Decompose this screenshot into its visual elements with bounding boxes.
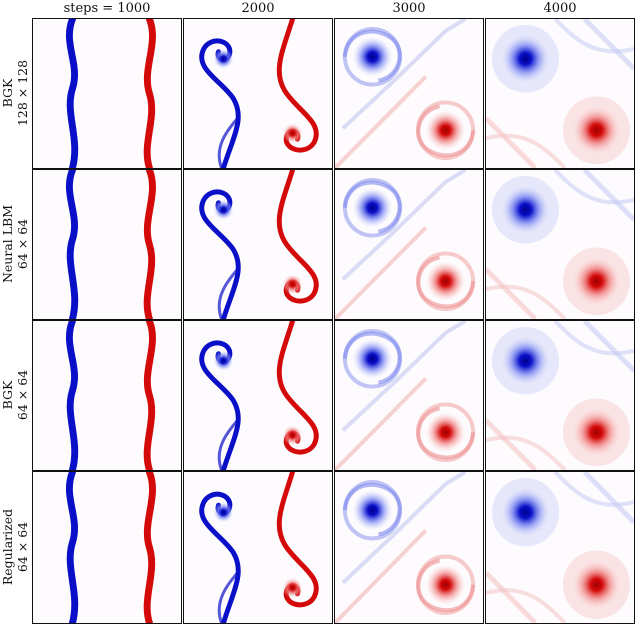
vorticity-field bbox=[335, 19, 476, 168]
panel-regularized-64-steps-1000 bbox=[32, 471, 182, 624]
panel-bgk-64-steps-2000 bbox=[183, 320, 333, 471]
vorticity-field bbox=[335, 170, 476, 319]
row-resolution: 128 × 128 bbox=[15, 59, 31, 127]
panel-neural-lbm-64-steps-2000 bbox=[183, 169, 333, 320]
row-method: BGK bbox=[0, 78, 16, 108]
panel-regularized-64-steps-3000 bbox=[334, 471, 484, 624]
vorticity-field bbox=[486, 472, 634, 623]
column-title-steps-2000: 2000 bbox=[241, 1, 275, 16]
vorticity-field bbox=[486, 170, 634, 319]
row-label-regularized-64: Regularized 64 × 64 bbox=[0, 471, 30, 623]
row-resolution: 64 × 64 bbox=[15, 218, 31, 270]
panel-bgk-64-steps-1000 bbox=[32, 320, 182, 471]
vorticity-field bbox=[199, 19, 319, 168]
panel-regularized-64-steps-2000 bbox=[183, 471, 333, 624]
vorticity-field bbox=[335, 472, 476, 623]
panel-bgk-128-steps-3000 bbox=[334, 18, 484, 169]
vorticity-field bbox=[199, 321, 319, 470]
vorticity-field bbox=[199, 170, 319, 319]
column-title-steps-1000: steps = 1000 bbox=[63, 1, 151, 16]
row-label-bgk-64: BGK 64 × 64 bbox=[0, 320, 30, 470]
vorticity-field bbox=[335, 321, 476, 470]
row-label-bgk-128: BGK 128 × 128 bbox=[0, 18, 30, 168]
panel-neural-lbm-64-steps-1000 bbox=[32, 169, 182, 320]
panel-neural-lbm-64-steps-3000 bbox=[334, 169, 484, 320]
vorticity-field bbox=[65, 170, 156, 319]
vorticity-field bbox=[65, 321, 156, 470]
panel-bgk-128-steps-2000 bbox=[183, 18, 333, 169]
row-method: BGK bbox=[0, 380, 16, 410]
vorticity-field bbox=[65, 19, 156, 168]
column-title-steps-4000: 4000 bbox=[543, 1, 577, 16]
row-method: Regularized bbox=[0, 508, 15, 586]
panel-regularized-64-steps-4000 bbox=[485, 471, 635, 624]
column-title-steps-3000: 3000 bbox=[392, 1, 426, 16]
panel-bgk-64-steps-3000 bbox=[334, 320, 484, 471]
vorticity-field bbox=[199, 472, 319, 623]
row-label-neural-lbm-64: Neural LBM 64 × 64 bbox=[0, 169, 30, 319]
vorticity-field bbox=[486, 19, 634, 168]
row-resolution: 64 × 64 bbox=[15, 521, 30, 573]
vorticity-field bbox=[65, 472, 156, 623]
row-resolution: 64 × 64 bbox=[15, 369, 31, 421]
panel-neural-lbm-64-steps-4000 bbox=[485, 169, 635, 320]
vorticity-field bbox=[486, 321, 634, 470]
panel-bgk-128-steps-1000 bbox=[32, 18, 182, 169]
panel-bgk-128-steps-4000 bbox=[485, 18, 635, 169]
row-method: Neural LBM bbox=[0, 204, 16, 284]
panel-bgk-64-steps-4000 bbox=[485, 320, 635, 471]
